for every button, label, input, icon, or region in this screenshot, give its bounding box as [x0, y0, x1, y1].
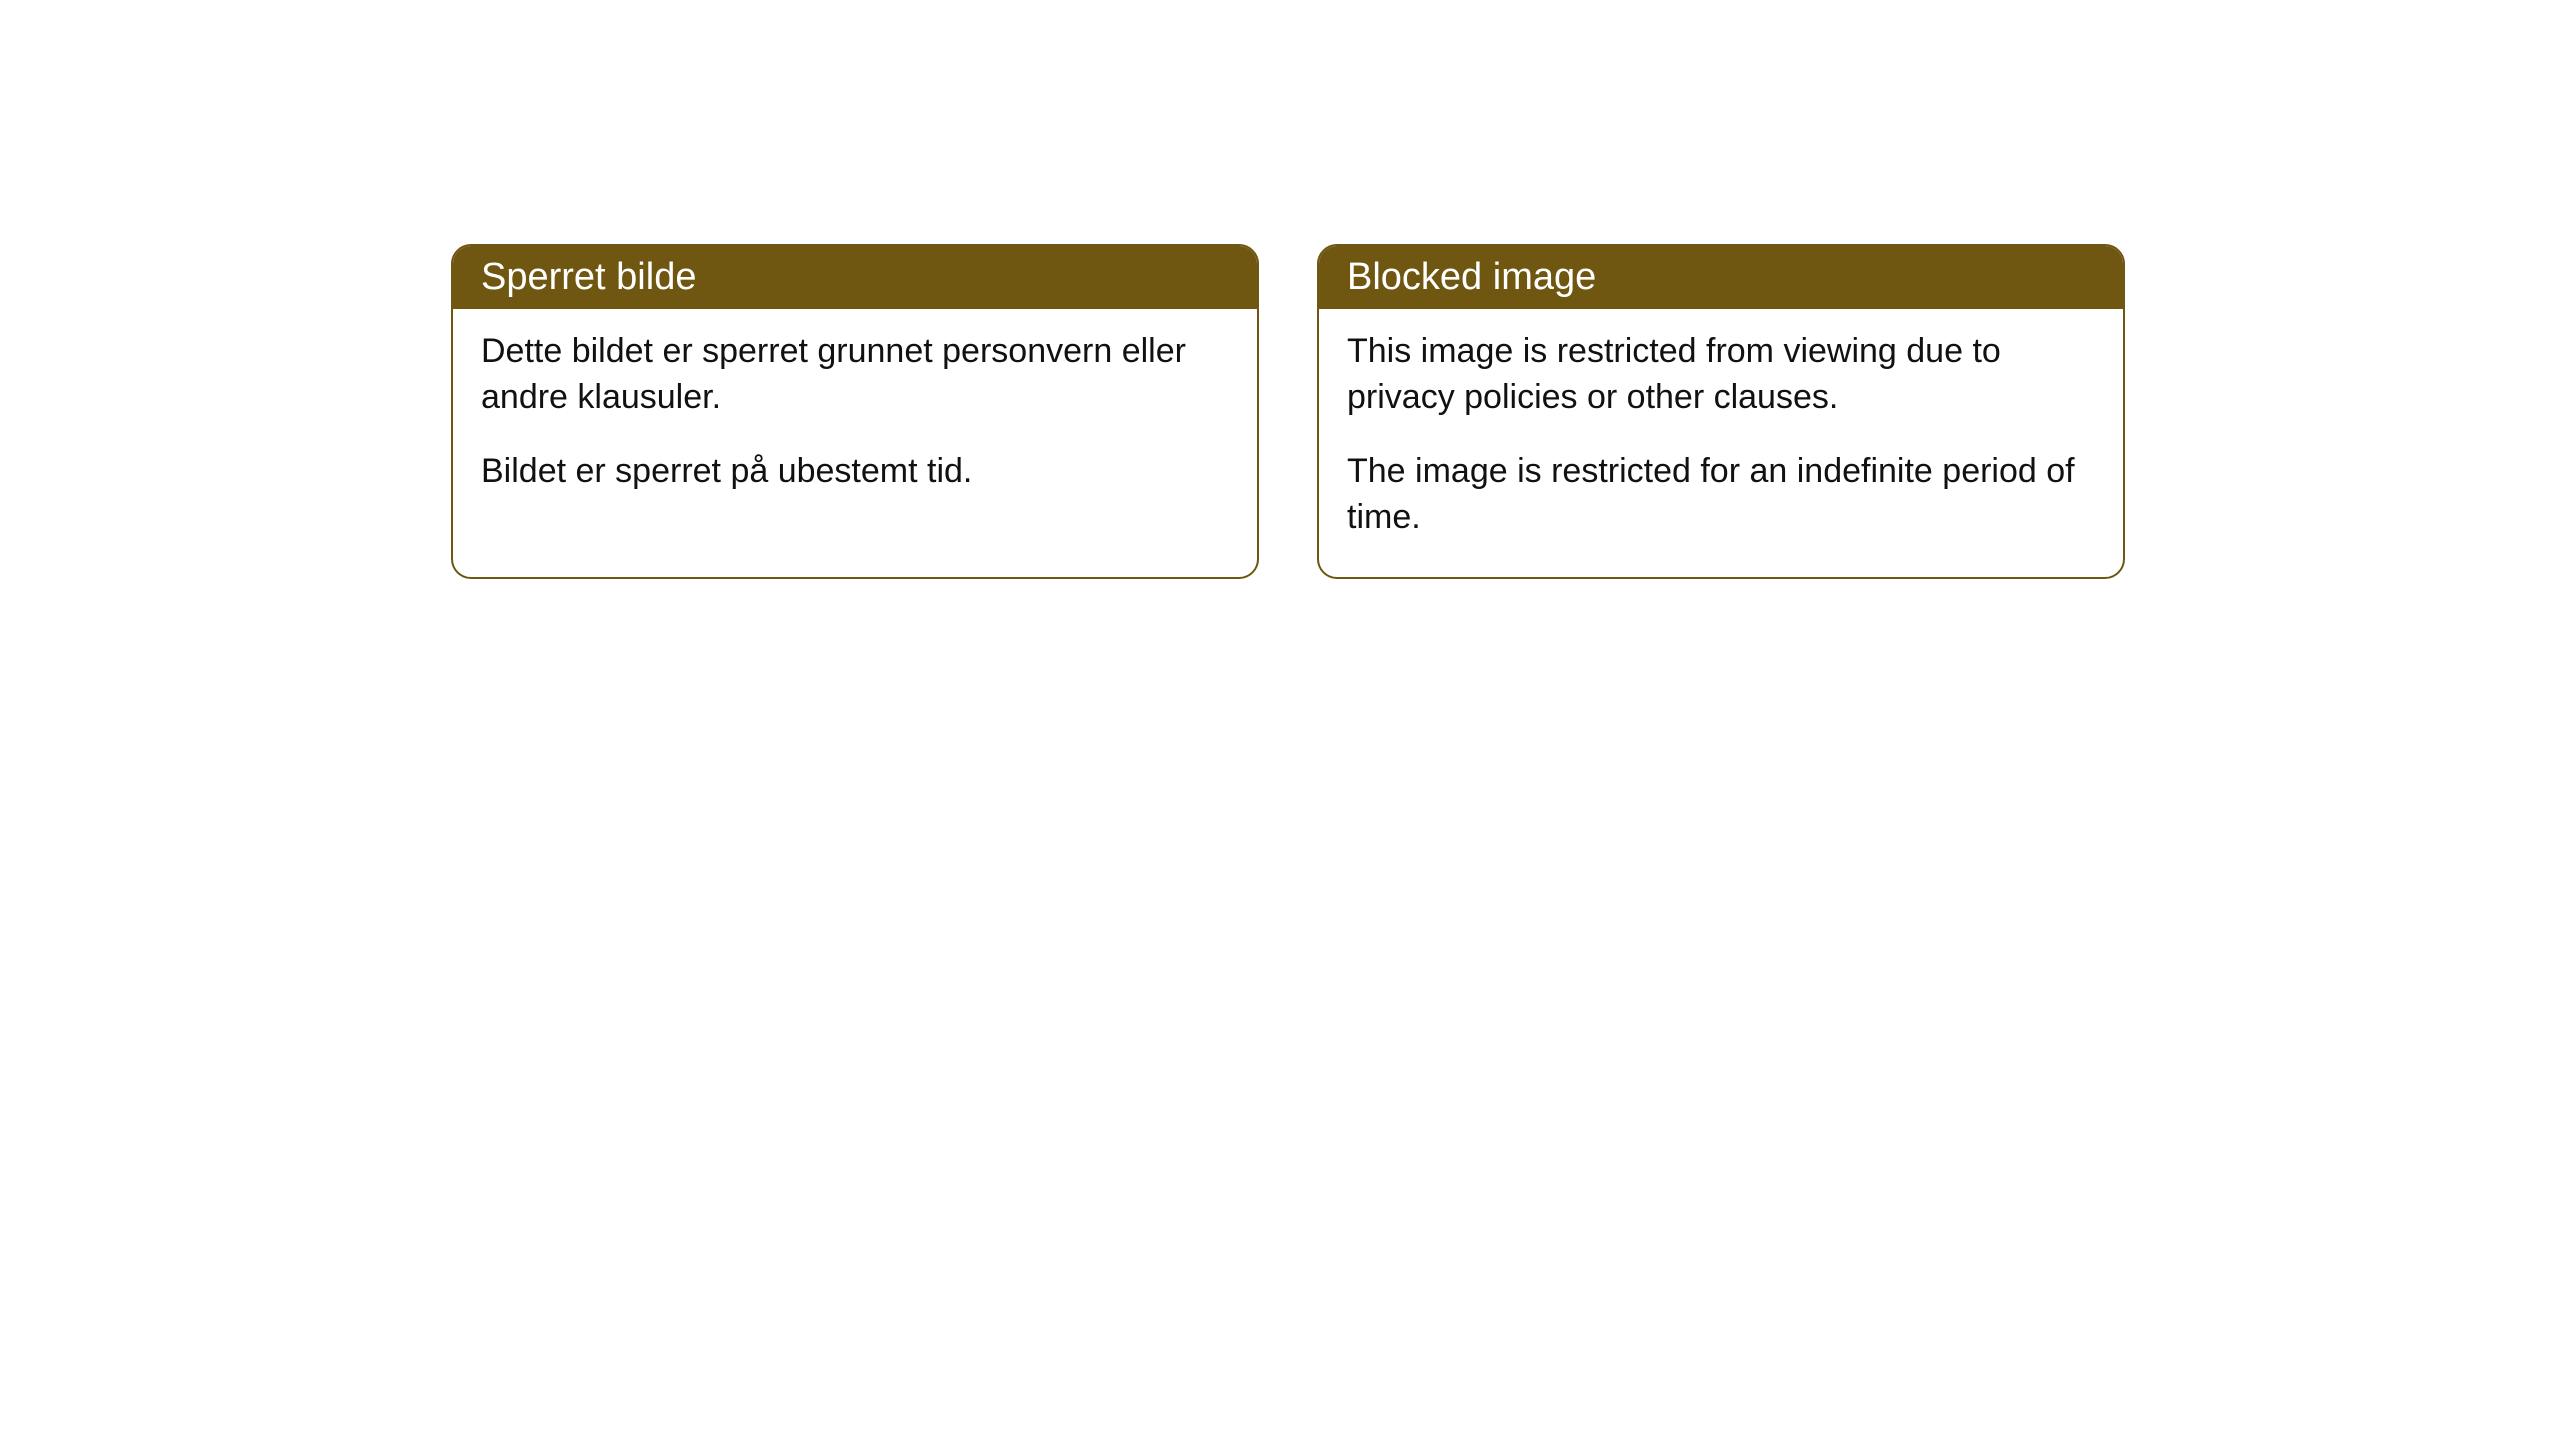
notice-paragraph: Dette bildet er sperret grunnet personve…	[481, 329, 1229, 421]
notice-body: This image is restricted from viewing du…	[1319, 309, 2123, 577]
notice-body: Dette bildet er sperret grunnet personve…	[453, 309, 1257, 531]
notice-card-english: Blocked image This image is restricted f…	[1317, 244, 2125, 579]
notice-header: Blocked image	[1319, 246, 2123, 309]
notice-paragraph: This image is restricted from viewing du…	[1347, 329, 2095, 421]
notice-header: Sperret bilde	[453, 246, 1257, 309]
notice-paragraph: The image is restricted for an indefinit…	[1347, 449, 2095, 541]
notice-paragraph: Bildet er sperret på ubestemt tid.	[481, 449, 1229, 495]
notice-card-norwegian: Sperret bilde Dette bildet er sperret gr…	[451, 244, 1259, 579]
notice-container: Sperret bilde Dette bildet er sperret gr…	[0, 0, 2560, 579]
